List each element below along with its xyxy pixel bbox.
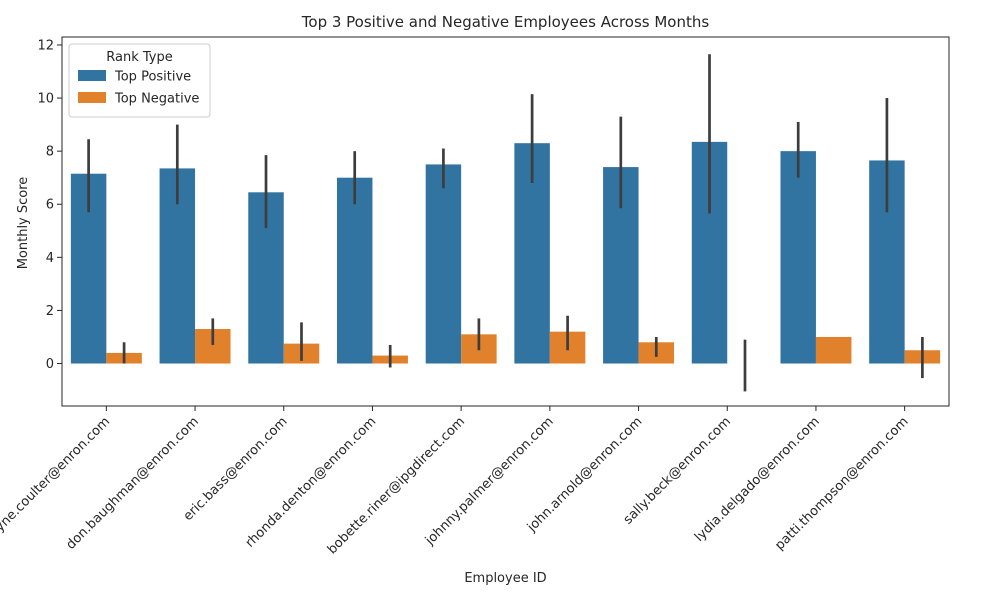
y-tick-label: 6 — [46, 198, 54, 213]
bar-top-positive — [780, 151, 816, 364]
legend-label: Top Positive — [114, 70, 191, 85]
y-tick-label: 12 — [37, 38, 54, 53]
y-tick-label: 2 — [46, 304, 54, 319]
legend-swatch — [78, 70, 106, 81]
legend-swatch — [78, 92, 106, 103]
legend-title: Rank Type — [106, 50, 172, 65]
y-tick-label: 10 — [37, 92, 54, 107]
bar-top-negative — [815, 336, 852, 364]
y-axis: 0 2 4 6 8 10 12 — [37, 38, 62, 372]
y-tick-label: 8 — [46, 145, 54, 160]
y-tick-label: 0 — [46, 357, 54, 372]
y-tick-label: 4 — [46, 251, 54, 266]
chart-title: Top 3 Positive and Negative Employees Ac… — [301, 13, 710, 31]
bars-group — [70, 141, 941, 364]
error-bars-group — [87, 54, 924, 392]
plot-frame — [61, 36, 950, 407]
bar-top-positive — [336, 177, 373, 364]
legend-label: Top Negative — [114, 92, 199, 107]
legend: Rank Type Top Positive Top Negative — [68, 43, 211, 118]
x-axis-label: Employee ID — [464, 571, 546, 586]
bar-top-positive — [425, 164, 462, 364]
y-axis-label: Monthly Score — [16, 177, 31, 270]
